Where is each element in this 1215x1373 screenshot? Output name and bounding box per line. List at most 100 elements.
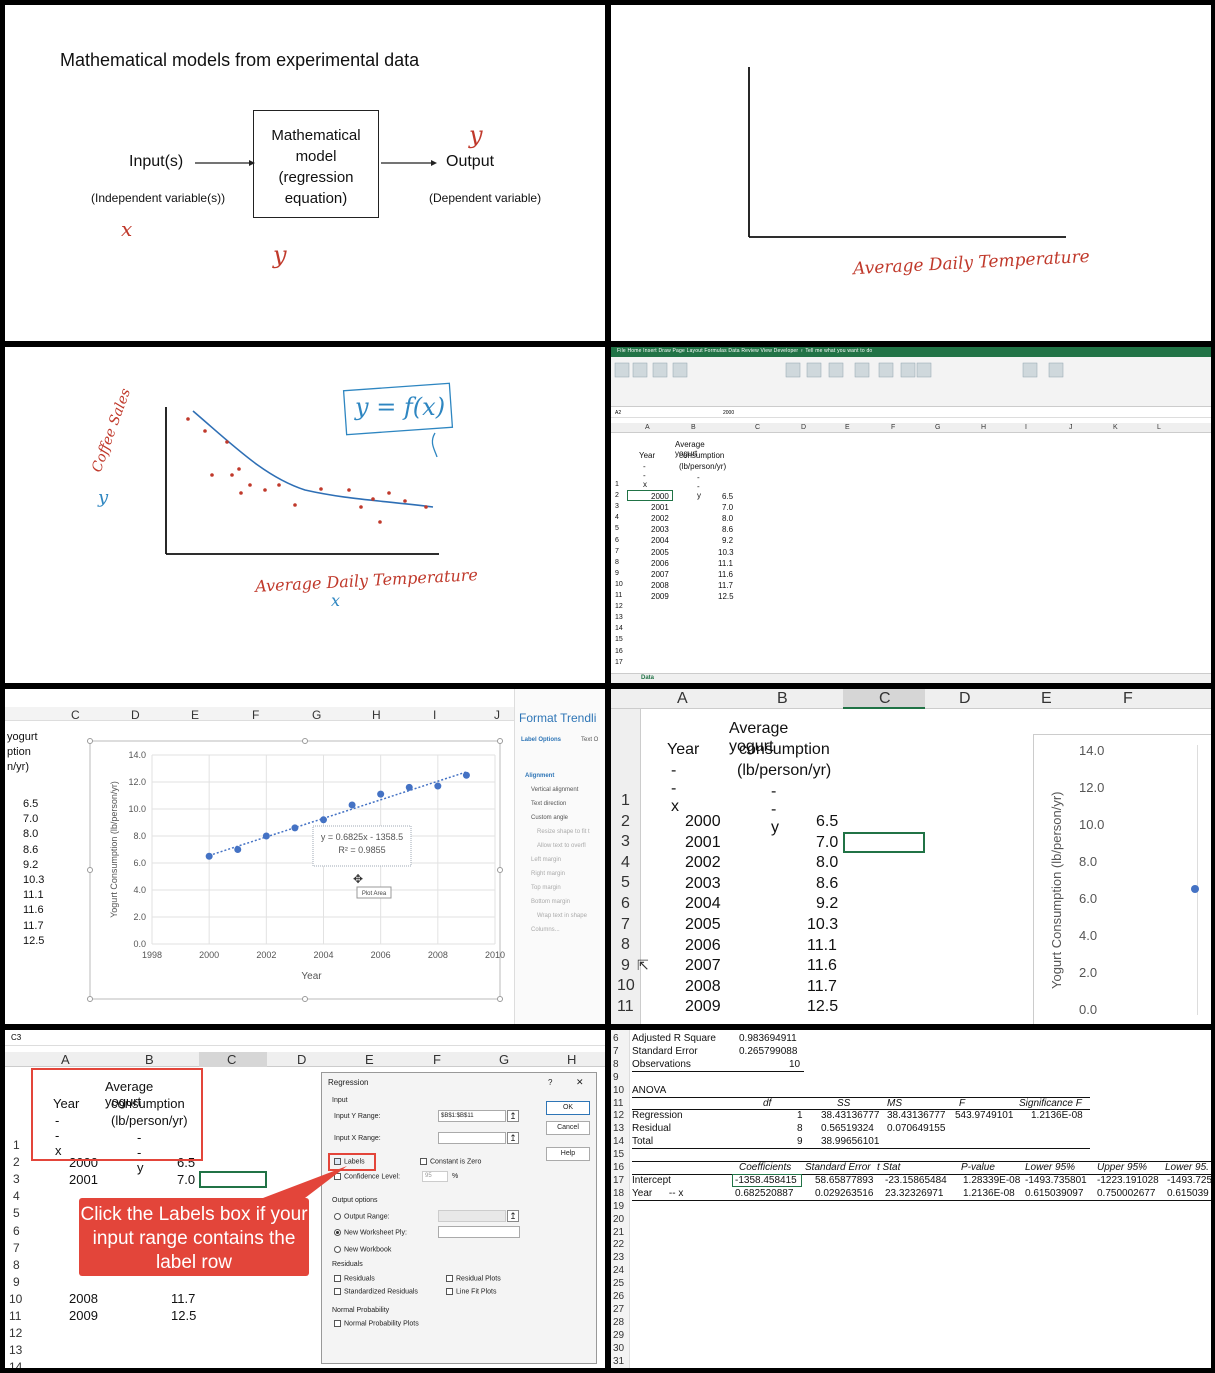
value-cell[interactable]: 7.0: [23, 813, 39, 826]
column-header[interactable]: C: [227, 1052, 237, 1067]
column-header[interactable]: F: [1123, 690, 1133, 707]
coef-cell[interactable]: -1493.735801: [1025, 1174, 1087, 1186]
column-header[interactable]: A: [61, 1052, 70, 1067]
value-cell[interactable]: 6.5: [177, 1155, 196, 1170]
column-header[interactable]: C: [755, 424, 761, 431]
year-cell[interactable]: 2003: [685, 874, 721, 892]
value-cell[interactable]: 8.6: [23, 843, 39, 856]
row-number[interactable]: 8: [613, 1058, 619, 1070]
row-number[interactable]: 23: [613, 1252, 625, 1264]
year-cell[interactable]: 2001: [69, 1172, 98, 1187]
row-number[interactable]: 10: [613, 1084, 625, 1096]
year-cell[interactable]: 2009: [685, 998, 721, 1016]
header-cell-b[interactable]: (lb/person/yr): [679, 462, 727, 471]
column-header[interactable]: F: [891, 424, 896, 431]
name-box[interactable]: A2: [615, 410, 622, 416]
output-range-field[interactable]: [438, 1210, 506, 1222]
row-number[interactable]: 10: [615, 580, 623, 588]
stat-label[interactable]: Adjusted R Square: [632, 1033, 716, 1044]
row-number[interactable]: 10: [617, 977, 635, 995]
coef-row-label[interactable]: Year -- x: [632, 1187, 684, 1199]
coef-header[interactable]: Lower 95%: [1025, 1162, 1076, 1173]
column-header[interactable]: D: [959, 690, 971, 707]
anova-header[interactable]: MS: [887, 1097, 902, 1109]
row-number[interactable]: 31: [613, 1355, 625, 1367]
range-picker-icon[interactable]: ↥: [507, 1110, 519, 1122]
row-number[interactable]: 5: [621, 874, 630, 892]
year-cell[interactable]: 2008: [69, 1291, 98, 1306]
row-number[interactable]: 2: [621, 812, 630, 830]
header-cell-a[interactable]: Year: [639, 451, 656, 460]
help-q-button[interactable]: ?: [548, 1078, 553, 1087]
resize-handle[interactable]: [497, 867, 503, 873]
column-header[interactable]: G: [499, 1052, 510, 1067]
header-cell-a[interactable]: Year: [53, 1096, 80, 1111]
partial-header[interactable]: n/yr): [7, 761, 29, 773]
residual-plots-checkbox[interactable]: Residual Plots: [446, 1275, 501, 1282]
value-cell[interactable]: 11.7: [807, 977, 837, 995]
format-trendline-pane[interactable]: Format Trendli Label Options Text O Alignme…: [514, 689, 605, 1024]
year-cell[interactable]: 2002: [685, 854, 721, 872]
format-pane-item[interactable]: Bottom margin: [531, 899, 571, 905]
column-header[interactable]: C: [71, 708, 80, 722]
new-ply-radio[interactable]: New Worksheet Ply:: [334, 1229, 407, 1236]
resize-handle[interactable]: [87, 738, 93, 744]
header-cell-b[interactable]: consumption: [739, 741, 830, 758]
format-pane-item[interactable]: Right margin: [531, 871, 566, 877]
stat-label[interactable]: Observations: [632, 1058, 691, 1070]
column-header[interactable]: B: [691, 424, 696, 431]
header-cell-b[interactable]: (lb/person/yr): [737, 762, 832, 779]
line-fit-checkbox[interactable]: Line Fit Plots: [446, 1288, 496, 1295]
anova-cell[interactable]: 9: [797, 1136, 803, 1148]
header-cell-b[interactable]: Average yogurt: [675, 440, 705, 458]
trendline-label-box[interactable]: [312, 825, 412, 867]
column-header[interactable]: J: [494, 708, 500, 722]
row-number[interactable]: 11: [615, 592, 623, 599]
format-pane-item[interactable]: Left margin: [531, 857, 562, 863]
coef-header[interactable]: P-value: [961, 1162, 995, 1173]
year-cell[interactable]: 2004: [685, 895, 721, 913]
header-cell-b[interactable]: Average yogurt: [105, 1079, 154, 1109]
row-number[interactable]: 9: [613, 1071, 619, 1083]
checkbox-icon[interactable]: [420, 1158, 427, 1165]
coef-cell[interactable]: 0.029263516: [815, 1187, 874, 1199]
coef-cell[interactable]: -1358.458415: [735, 1174, 797, 1186]
data-point[interactable]: [320, 816, 327, 824]
data-point[interactable]: [377, 790, 385, 798]
format-pane-item[interactable]: Allow text to overfl: [537, 843, 586, 849]
row-number[interactable]: 2: [615, 492, 619, 500]
data-point[interactable]: [262, 832, 270, 840]
data-point[interactable]: [1191, 885, 1199, 893]
year-cell[interactable]: 2008: [685, 977, 721, 995]
confidence-field[interactable]: 95: [422, 1171, 448, 1182]
anova-header[interactable]: df: [763, 1097, 772, 1109]
row-number[interactable]: 12: [615, 603, 623, 611]
anova-cell[interactable]: 1.2136E-08: [1031, 1110, 1083, 1122]
range-picker-icon[interactable]: ↥: [507, 1132, 519, 1144]
range-picker-icon[interactable]: ↥: [507, 1210, 519, 1222]
row-number[interactable]: 8: [621, 936, 630, 954]
coef-cell[interactable]: -1493.725: [1167, 1174, 1211, 1186]
excel-ribbon-tools[interactable]: [611, 357, 1211, 407]
residuals-checkbox[interactable]: Residuals: [334, 1275, 375, 1282]
value-cell[interactable]: 8.0: [816, 854, 839, 872]
coef-cell[interactable]: 23.32326971: [885, 1187, 944, 1199]
column-header[interactable]: K: [1113, 424, 1118, 431]
anova-cell[interactable]: 38.99656101: [821, 1136, 880, 1148]
data-point[interactable]: [462, 771, 470, 779]
stat-label[interactable]: ANOVA: [632, 1084, 667, 1096]
row-number[interactable]: 14: [9, 1360, 23, 1368]
year-cell[interactable]: 2000: [69, 1155, 98, 1170]
value-cell[interactable]: 12.5: [171, 1308, 197, 1323]
checkbox-icon[interactable]: [334, 1275, 341, 1282]
anova-cell[interactable]: 8: [797, 1123, 803, 1135]
header-cell-b[interactable]: consumption: [679, 451, 725, 460]
close-icon[interactable]: ✕: [576, 1077, 584, 1087]
year-cell[interactable]: 2008: [651, 580, 669, 590]
formula-bar[interactable]: C3: [5, 1030, 605, 1046]
anova-header[interactable]: Significance F: [1019, 1097, 1082, 1109]
row-number[interactable]: 2: [13, 1155, 20, 1170]
new-workbook-radio[interactable]: New Workbook: [334, 1246, 391, 1253]
trendline[interactable]: [208, 771, 467, 857]
row-number[interactable]: 17: [615, 658, 623, 666]
